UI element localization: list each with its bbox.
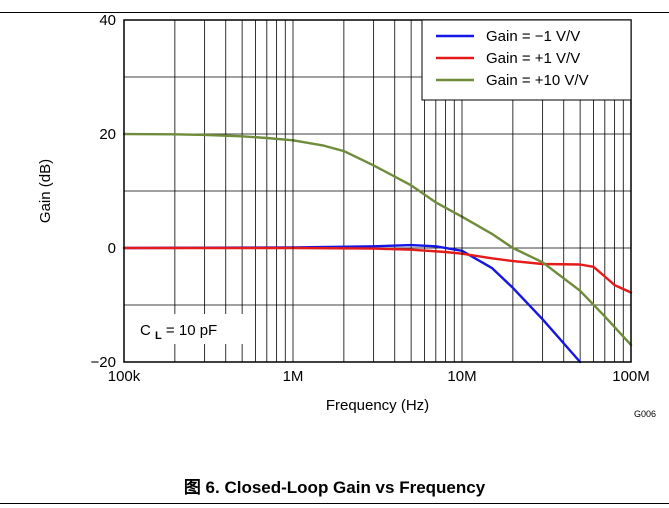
series-line: [122, 132, 633, 347]
y-axis-label: Gain (dB): [37, 159, 54, 223]
legend-label: Gain = −1 V/V: [486, 28, 580, 45]
legend: Gain = −1 V/V Gain = +1 V/V Gain = +10 V/V: [421, 19, 632, 101]
bottom-rule: [0, 503, 669, 504]
series-line: [122, 243, 582, 364]
load-capacitance-annotation: C L = 10 pF: [134, 314, 246, 344]
y-tick-label: 0: [108, 240, 116, 257]
closed-loop-gain-chart: 100k 1M 10M 100M −20 0 20 40 Frequency (Hz) Gai…: [37, 12, 656, 419]
annotation-rest: = 10 pF: [166, 322, 217, 339]
legend-box: [421, 19, 632, 101]
annotation-subscript: L: [155, 330, 162, 342]
y-tick-label: 40: [99, 12, 116, 29]
figure-id: G006: [634, 409, 656, 419]
annotation-text: C L = 10 pF: [140, 322, 217, 343]
x-tick-label: 100M: [612, 368, 650, 385]
annotation-background: [134, 314, 246, 344]
top-rule: [0, 12, 669, 13]
y-tick-label: 20: [99, 126, 116, 143]
legend-label: Gain = +1 V/V: [486, 50, 580, 67]
x-axis-label: Frequency (Hz): [326, 397, 429, 414]
series-line: [122, 246, 633, 294]
x-tick-label: 10M: [447, 368, 476, 385]
x-tick-label: 1M: [283, 368, 304, 385]
annotation-main: C: [140, 322, 151, 339]
x-tick-label: 100k: [108, 368, 141, 385]
series-layer: [122, 132, 633, 364]
ticks-layer: 100k 1M 10M 100M −20 0 20 40: [91, 12, 650, 385]
legend-label: Gain = +10 V/V: [486, 72, 589, 89]
y-tick-label: −20: [91, 354, 116, 371]
figure-caption: 图 6. Closed-Loop Gain vs Frequency: [183, 478, 486, 497]
